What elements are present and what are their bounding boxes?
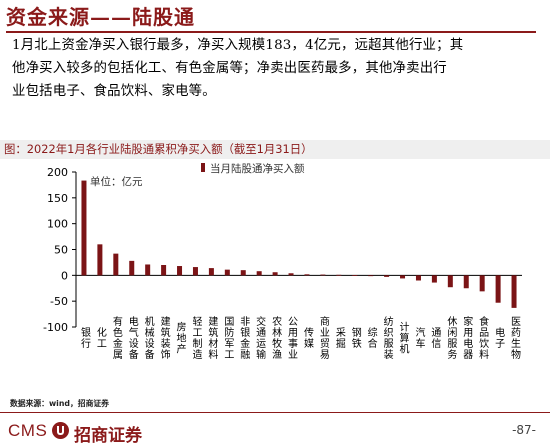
x-category-label: 汽车 (413, 326, 425, 349)
bar-电气设备 (129, 260, 135, 276)
x-category-label: 国防军工 (222, 316, 234, 360)
unit-label: 单位：亿元 (90, 175, 143, 188)
x-category-label: 轻工制造 (190, 315, 202, 360)
summary-line-3: 业包括电子、食品饮料、家电等。 (12, 84, 216, 99)
bar-有色金属 (113, 253, 119, 276)
chart-caption: 图：2022年1月各行业陆股通累积净买入额（截至1月31日） (4, 142, 313, 156)
page-title: 资金来源——陆股通 (6, 5, 195, 29)
x-category-label: 食品饮料 (477, 315, 489, 360)
x-category-label: 非银金融 (238, 316, 250, 360)
bar-农林牧渔 (272, 272, 278, 276)
bar-商业贸易 (320, 274, 326, 276)
x-category-label: 交通运输 (254, 315, 266, 360)
y-tick-label: 0 (61, 269, 68, 282)
y-tick-label: -50 (50, 295, 68, 308)
x-category-label: 纺织服装 (381, 315, 393, 360)
x-category-label: 采掘 (333, 327, 345, 349)
x-category-label: 通信 (429, 327, 441, 349)
bar-综合 (368, 275, 374, 277)
logo-company-name: 招商证券 (74, 426, 142, 446)
y-tick-label: 200 (47, 166, 68, 179)
bar-计算机 (400, 275, 406, 279)
x-category-label: 计算机 (397, 320, 409, 354)
title-divider (6, 31, 536, 33)
x-category-label: 商业贸易 (317, 315, 329, 360)
bar-家用电器 (463, 275, 469, 289)
y-tick-label: 150 (47, 192, 68, 205)
x-category-label: 电气设备 (126, 315, 138, 360)
x-category-label: 有色金属 (110, 315, 122, 360)
x-category-label: 医药生物 (509, 316, 521, 360)
bar-交通运输 (256, 271, 262, 276)
x-category-label: 休闲服务 (445, 316, 457, 360)
y-tick-label: 100 (47, 218, 68, 231)
legend-swatch (201, 163, 205, 172)
bar-采掘 (336, 274, 342, 276)
x-category-label: 房地产 (174, 320, 186, 354)
y-tick-label: 50 (54, 244, 68, 257)
bar-银行 (81, 180, 87, 276)
bar-房地产 (177, 266, 183, 276)
page-number: -87- (512, 423, 536, 437)
legend-label: 当月陆股通净买入额 (210, 162, 305, 175)
bar-食品饮料 (479, 275, 485, 292)
data-source: 数据来源：wind，招商证券 (10, 399, 109, 408)
x-category-label: 电子 (493, 326, 505, 349)
x-category-label: 传媒 (301, 327, 313, 349)
footer-divider (0, 412, 550, 413)
y-tick-label: -100 (43, 321, 68, 334)
summary-line-1: 1月北上资金净买入银行最多，净买入规模183，4亿元，远超其他行业；其 (12, 38, 464, 53)
summary-text: 1月北上资金净买入银行最多，净买入规模183，4亿元，远超其他行业；其 他净买入… (12, 34, 542, 103)
x-category-label: 建筑装饰 (158, 315, 170, 360)
bar-非银金融 (240, 270, 246, 276)
bar-建筑材料 (208, 268, 214, 276)
x-category-label: 化工 (94, 326, 106, 349)
bar-医药生物 (511, 275, 517, 308)
bar-电子 (495, 275, 501, 303)
bar-通信 (431, 275, 437, 283)
x-category-label: 家用电器 (461, 315, 473, 360)
x-category-label: 钢铁 (349, 326, 361, 349)
bar-国防军工 (224, 269, 230, 276)
chart-caption-bar (0, 140, 550, 159)
bar-汽车 (415, 275, 421, 281)
bar-纺织服装 (384, 275, 390, 277)
bar-休闲服务 (447, 275, 453, 288)
bar-传媒 (304, 274, 310, 276)
x-category-label: 机械设备 (142, 315, 154, 360)
logo-text: CMS (8, 421, 48, 440)
bar-钢铁 (352, 275, 358, 276)
x-category-label: 建筑材料 (206, 315, 218, 360)
bar-轻工制造 (192, 267, 198, 276)
bar-机械设备 (145, 264, 151, 276)
x-category-label: 综合 (365, 326, 377, 349)
x-category-label: 公用事业 (286, 316, 298, 360)
bar-公用事业 (288, 273, 294, 276)
bar-化工 (97, 244, 103, 276)
bar-建筑装饰 (161, 265, 167, 276)
logo-badge-icon (52, 422, 69, 439)
x-category-label: 农林牧渔 (270, 315, 282, 360)
summary-line-2: 他净买入较多的包括化工、有色金属等；净卖出医药最多，其他净卖出行 (12, 61, 447, 76)
x-category-label: 银行 (78, 326, 90, 349)
